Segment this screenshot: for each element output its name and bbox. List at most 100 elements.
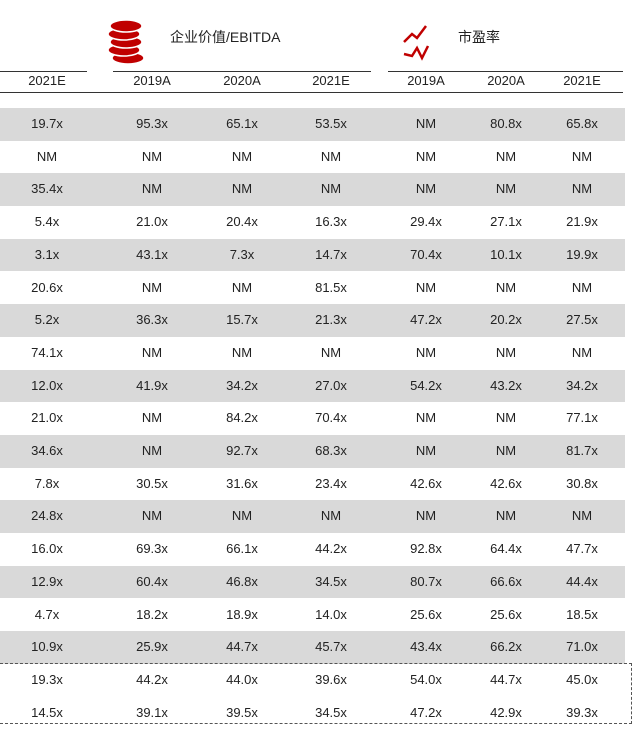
table-cell: 19.9x <box>566 246 598 262</box>
table-cell: 34.5x <box>315 573 347 589</box>
table-cell: 43.1x <box>136 246 168 262</box>
table-cell: NM <box>495 279 517 295</box>
coin-stack-icon <box>107 19 145 65</box>
table-cell: 44.4x <box>566 573 598 589</box>
table-cell: NM <box>231 279 253 295</box>
table-cell: 36.3x <box>136 312 168 328</box>
table-cell: 7.8x <box>34 475 60 491</box>
table-cell: 47.2x <box>410 704 442 720</box>
table-cell: 92.7x <box>226 443 258 458</box>
table-cell: 81.7x <box>566 443 598 458</box>
table-cell: NM <box>415 443 437 458</box>
table-cell: 21.0x <box>136 214 168 230</box>
table-cell: 66.6x <box>490 573 522 589</box>
year-header: 2019A <box>133 73 171 88</box>
table-cell: 29.4x <box>410 214 442 230</box>
table-cell: 31.6x <box>226 475 258 491</box>
table-cell: 21.9x <box>566 214 598 230</box>
table-cell: NM <box>141 148 163 164</box>
table-cell: NM <box>141 279 163 295</box>
table-row: 12.9x 60.4x 46.8x 34.5x 80.7x 66.6x 44.4x <box>0 565 625 599</box>
table-cell: 10.1x <box>490 246 522 262</box>
table-cell: 66.1x <box>226 541 258 557</box>
table-cell: 24.8x <box>31 508 63 524</box>
header-bottom-rule <box>0 92 623 93</box>
table-cell: 34.5x <box>315 704 347 720</box>
table-cell: 81.5x <box>315 279 347 295</box>
table-cell: NM <box>415 116 437 131</box>
table-cell: 10.9x <box>31 639 63 655</box>
table-cell: NM <box>231 344 253 360</box>
table-cell: NM <box>495 508 517 524</box>
table-cell: 20.2x <box>490 312 522 328</box>
table-cell: 14.7x <box>315 246 347 262</box>
table-cell: 44.2x <box>136 671 168 687</box>
ev-ebitda-header: 企业价值/EBITDA <box>170 29 281 45</box>
table-cell: 21.3x <box>315 312 347 328</box>
table-cell: 39.6x <box>315 671 347 687</box>
table-cell: NM <box>36 148 58 164</box>
year-header: 2020A <box>223 73 261 88</box>
table-cell: 35.4x <box>31 181 63 197</box>
table-cell: 27.5x <box>566 312 598 328</box>
table-cell: NM <box>141 443 163 458</box>
table-cell: 60.4x <box>136 573 168 589</box>
table-row: 14.5x 39.1x 39.5x 34.5x 47.2x 42.9x 39.3x <box>0 697 625 729</box>
table-cell: NM <box>141 410 163 426</box>
table-cell: 44.7x <box>226 639 258 655</box>
table-cell: 7.3x <box>229 246 255 262</box>
year-header: 2021E <box>563 73 601 88</box>
table-cell: 80.7x <box>410 573 442 589</box>
table-cell: 54.2x <box>410 377 442 393</box>
table-cell: NM <box>141 508 163 524</box>
table-row: NM NM NM NM NM NM NM <box>0 141 625 174</box>
table-cell: NM <box>231 148 253 164</box>
table-cell: NM <box>571 181 593 197</box>
table-cell: NM <box>231 508 253 524</box>
table-row: 35.4x NM NM NM NM NM NM <box>0 173 625 207</box>
table-cell: 46.8x <box>226 573 258 589</box>
header-rule <box>113 71 371 72</box>
table-cell: 45.7x <box>315 639 347 655</box>
table-cell: 41.9x <box>136 377 168 393</box>
table-cell: 20.6x <box>31 279 63 295</box>
table-cell: 68.3x <box>315 443 347 458</box>
table-cell: 34.6x <box>31 443 63 458</box>
table-row: 10.9x 25.9x 44.7x 45.7x 43.4x 66.2x 71.0x <box>0 631 625 664</box>
table-cell: NM <box>415 344 437 360</box>
table-cell: 14.5x <box>31 704 63 720</box>
year-header: 2020A <box>487 73 525 88</box>
table-cell: NM <box>495 443 517 458</box>
table-row: 19.3x 44.2x 44.0x 39.6x 54.0x 44.7x 45.0x <box>0 664 625 697</box>
table-cell: 3.1x <box>34 246 60 262</box>
table-cell: 70.4x <box>410 246 442 262</box>
table-cell: 66.2x <box>490 639 522 655</box>
table-cell: NM <box>415 279 437 295</box>
table-cell: 16.3x <box>315 214 347 230</box>
header-rule <box>388 71 623 72</box>
table-cell: 42.6x <box>490 475 522 491</box>
table-cell: 4.7x <box>34 606 60 622</box>
table-cell: NM <box>495 148 517 164</box>
table-cell: 54.0x <box>410 671 442 687</box>
table-cell: 80.8x <box>490 116 522 131</box>
table-row: 3.1x 43.1x 7.3x 14.7x 70.4x 10.1x 19.9x <box>0 238 625 272</box>
summary-box <box>0 663 632 724</box>
table-cell: NM <box>415 410 437 426</box>
table-row: 34.6x NM 92.7x 68.3x NM NM 81.7x <box>0 435 625 468</box>
table-cell: 12.9x <box>31 573 63 589</box>
table-cell: 71.0x <box>566 639 598 655</box>
table-row: 5.4x 21.0x 20.4x 16.3x 29.4x 27.1x 21.9x <box>0 206 625 239</box>
table-cell: 27.1x <box>490 214 522 230</box>
table-cell: 64.4x <box>490 541 522 557</box>
table-cell: 77.1x <box>566 410 598 426</box>
table-cell: 65.1x <box>226 116 258 131</box>
table-row: 5.2x 36.3x 15.7x 21.3x 47.2x 20.2x 27.5x <box>0 304 625 337</box>
table-cell: 18.9x <box>226 606 258 622</box>
table-cell: 42.6x <box>410 475 442 491</box>
table-cell: 47.2x <box>410 312 442 328</box>
table-cell: 45.0x <box>566 671 598 687</box>
table-cell: NM <box>415 181 437 197</box>
table-cell: 92.8x <box>410 541 442 557</box>
table-cell: 39.5x <box>226 704 258 720</box>
